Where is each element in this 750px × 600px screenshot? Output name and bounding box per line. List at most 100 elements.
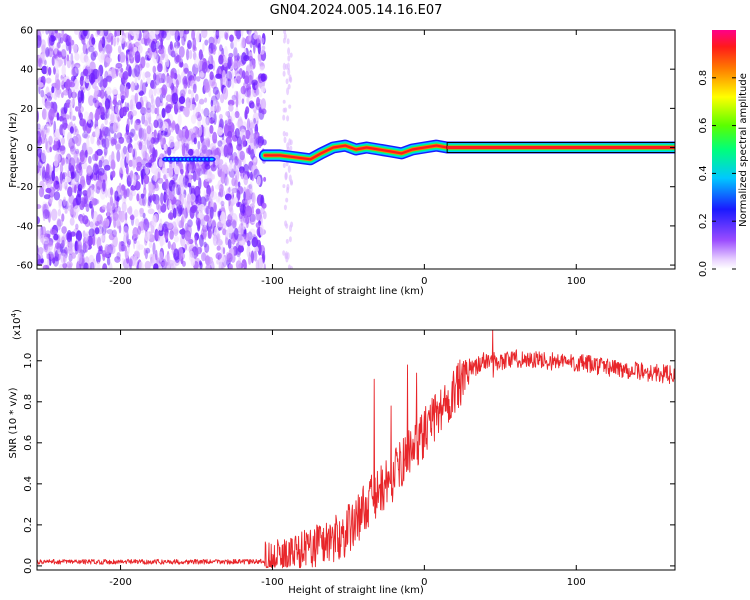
noise-speck xyxy=(113,97,117,103)
noise-speck xyxy=(42,209,50,220)
noise-speck xyxy=(144,231,150,242)
noise-speck xyxy=(165,232,169,240)
noise-speck xyxy=(167,146,172,156)
spectrogram-x-tick-label: 100 xyxy=(567,276,586,287)
noise-speck xyxy=(75,223,79,230)
noise-speck xyxy=(100,37,104,45)
noise-speck xyxy=(286,142,290,150)
noise-speck xyxy=(220,171,226,184)
noise-speck xyxy=(263,176,267,182)
noise-speck xyxy=(178,161,183,170)
noise-speck xyxy=(102,253,106,261)
noise-speck xyxy=(241,198,248,206)
noise-speck xyxy=(104,164,111,171)
noise-speck xyxy=(204,39,209,46)
noise-speck xyxy=(116,150,121,163)
noise-speck xyxy=(169,230,174,240)
noise-speck xyxy=(282,114,286,121)
noise-speck xyxy=(151,98,156,109)
noise-speck xyxy=(245,205,253,218)
noise-speck xyxy=(178,30,185,39)
noise-speck xyxy=(164,194,170,207)
noise-speck xyxy=(288,138,292,146)
noise-speck xyxy=(101,220,109,228)
noise-speck xyxy=(142,95,148,102)
noise-speck xyxy=(249,133,254,144)
noise-speck xyxy=(259,61,264,67)
noise-speck xyxy=(87,168,93,175)
noise-speck xyxy=(257,243,262,256)
noise-speck xyxy=(282,70,286,77)
noise-speck xyxy=(41,65,48,75)
noise-speck xyxy=(101,126,109,136)
noise-speck xyxy=(227,99,235,107)
noise-speck xyxy=(125,151,130,164)
noise-speck xyxy=(207,140,211,148)
noise-speck xyxy=(214,184,221,190)
noise-speck xyxy=(106,202,111,214)
noise-speck xyxy=(85,48,89,55)
noise-speck xyxy=(256,96,260,107)
snr-x-tick-label: 100 xyxy=(567,577,586,588)
svg-text:(x104): (x104) xyxy=(10,309,23,340)
noise-speck xyxy=(37,204,42,210)
noise-speck xyxy=(153,129,157,139)
noise-speck xyxy=(88,155,92,164)
noise-speck xyxy=(286,87,290,96)
noise-speck xyxy=(190,89,194,99)
noise-speck xyxy=(134,92,138,105)
noise-speck xyxy=(130,128,136,137)
noise-speck xyxy=(150,94,154,105)
noise-speck xyxy=(179,182,185,195)
noise-speck xyxy=(212,148,219,155)
noise-speck xyxy=(256,175,261,186)
noise-speck xyxy=(211,219,217,230)
noise-speck xyxy=(37,216,41,225)
noise-speck xyxy=(95,108,99,121)
noise-speck xyxy=(112,71,117,79)
noise-speck xyxy=(98,246,101,252)
noise-speck xyxy=(110,35,114,46)
noise-speck xyxy=(250,250,254,264)
noise-speck xyxy=(133,209,139,218)
noise-speck xyxy=(255,236,258,247)
noise-speck xyxy=(209,71,214,81)
noise-speck xyxy=(163,64,168,74)
noise-speck xyxy=(184,175,188,186)
noise-speck xyxy=(257,257,264,269)
noise-speck xyxy=(46,65,49,76)
noise-speck xyxy=(82,131,88,139)
noise-speck xyxy=(83,133,90,139)
noise-speck xyxy=(171,179,176,188)
noise-speck xyxy=(75,193,82,206)
noise-speck xyxy=(57,91,61,99)
noise-speck xyxy=(71,252,76,259)
noise-speck xyxy=(94,126,100,139)
noise-speck xyxy=(225,176,229,186)
noise-speck xyxy=(257,54,262,66)
noise-speck xyxy=(282,184,286,189)
noise-speck xyxy=(192,37,197,51)
noise-speck xyxy=(215,196,220,203)
noise-speck xyxy=(208,36,215,46)
noise-speck xyxy=(138,127,143,139)
noise-speck xyxy=(217,191,221,197)
noise-speck xyxy=(62,178,66,189)
noise-speck xyxy=(99,89,105,99)
noise-speck xyxy=(115,62,123,69)
noise-speck xyxy=(282,107,286,113)
noise-speck xyxy=(135,92,139,103)
noise-speck xyxy=(61,137,65,145)
noise-speck xyxy=(204,207,211,214)
noise-speck xyxy=(175,46,178,57)
noise-speck xyxy=(161,30,167,39)
noise-speck xyxy=(170,122,174,133)
noise-speck xyxy=(100,106,106,116)
noise-speck xyxy=(66,198,72,208)
noise-speck xyxy=(106,256,111,266)
noise-speck xyxy=(245,189,252,201)
noise-speck xyxy=(258,242,262,251)
noise-speck xyxy=(146,106,149,116)
noise-speck xyxy=(175,184,181,196)
noise-speck xyxy=(96,148,103,156)
